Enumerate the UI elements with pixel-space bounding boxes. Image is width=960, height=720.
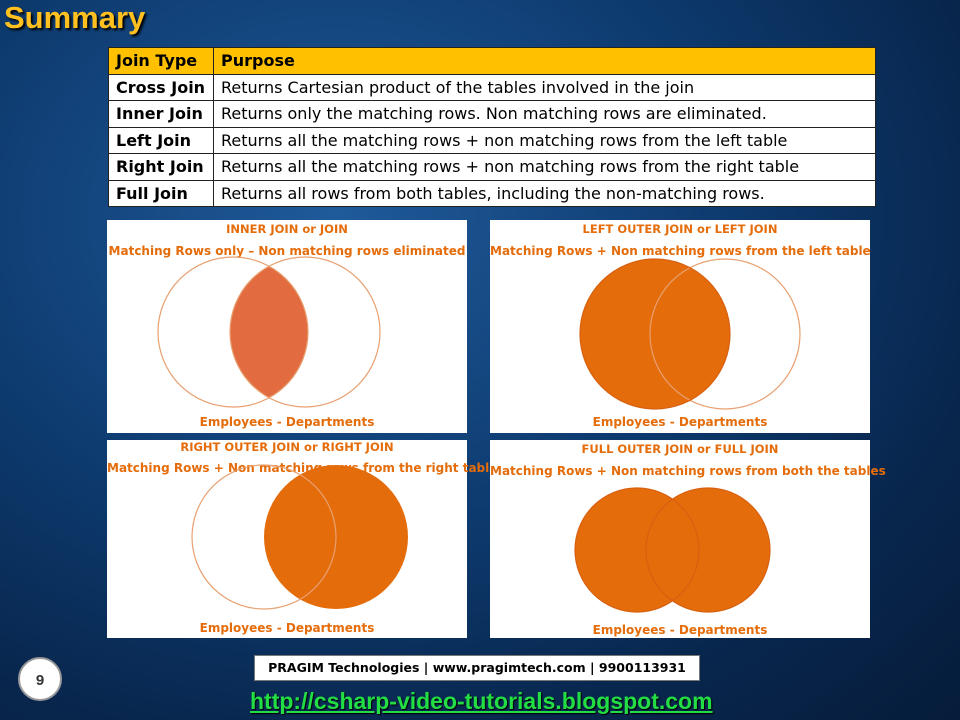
table-row: Right Join Returns all the matching rows… <box>108 153 876 181</box>
panel-footer: Employees - Departments <box>592 623 768 637</box>
panel-subtitle: Matching Rows + Non matching rows from b… <box>490 464 886 478</box>
purpose-cell: Returns all the matching rows + non matc… <box>213 126 876 154</box>
left-circle <box>157 256 309 408</box>
table-row: Cross Join Returns Cartesian product of … <box>108 73 876 101</box>
panel-subtitle: Matching Rows only – Non matching rows e… <box>108 244 466 258</box>
left-join-venn <box>579 258 801 410</box>
join-type-cell: Cross Join <box>108 73 214 101</box>
company-footer: PRAGIM Technologies | www.pragimtech.com… <box>254 655 700 681</box>
left-join-panel: LEFT OUTER JOIN or LEFT JOIN Matching Ro… <box>490 220 871 433</box>
panel-title: INNER JOIN or JOIN <box>226 222 348 236</box>
right-join-panel: RIGHT OUTER JOIN or RIGHT JOIN Matching … <box>107 440 498 638</box>
panel-title: FULL OUTER JOIN or FULL JOIN <box>581 442 779 456</box>
panel-footer: Employees - Departments <box>592 415 768 429</box>
purpose-cell: Returns all rows from both tables, inclu… <box>213 179 876 207</box>
right-join-venn <box>191 464 408 610</box>
purpose-cell: Returns all the matching rows + non matc… <box>213 153 876 181</box>
purpose-cell: Returns Cartesian product of the tables … <box>213 73 876 101</box>
page-number: 9 <box>18 657 62 701</box>
full-join-venn <box>574 487 771 613</box>
panel-title: RIGHT OUTER JOIN or RIGHT JOIN <box>180 440 394 454</box>
purpose-cell: Returns only the matching rows. Non matc… <box>213 100 876 128</box>
right-circle <box>229 256 381 408</box>
join-type-cell: Right Join <box>108 153 214 181</box>
panel-subtitle: Matching Rows + Non matching rows from t… <box>490 244 871 258</box>
table-header-row: Join Type Purpose <box>108 47 876 75</box>
right-circle-outline <box>645 487 771 613</box>
blog-url-link[interactable]: http://csharp-video-tutorials.blogspot.c… <box>250 688 713 714</box>
panel-title: LEFT OUTER JOIN or LEFT JOIN <box>582 222 778 236</box>
inner-join-venn <box>157 256 381 408</box>
header-purpose: Purpose <box>213 47 876 75</box>
right-circle <box>646 488 770 612</box>
panel-footer: Employees - Departments <box>199 415 375 429</box>
table-row: Full Join Returns all rows from both tab… <box>108 179 876 207</box>
intersection-area <box>230 257 308 407</box>
right-circle <box>649 258 801 410</box>
header-join-type: Join Type <box>108 47 214 75</box>
left-circle-outline <box>574 487 700 613</box>
left-circle <box>191 464 337 610</box>
table-row: Left Join Returns all the matching rows … <box>108 126 876 154</box>
join-type-cell: Full Join <box>108 179 214 207</box>
full-join-panel: FULL OUTER JOIN or FULL JOIN Matching Ro… <box>490 440 886 638</box>
left-circle <box>580 259 730 409</box>
inner-join-panel: INNER JOIN or JOIN Matching Rows only – … <box>107 220 467 433</box>
table-row: Inner Join Returns only the matching row… <box>108 100 876 128</box>
left-circle-outline <box>579 258 731 410</box>
join-type-cell: Left Join <box>108 126 214 154</box>
panel-subtitle: Matching Rows + Non matching rows from t… <box>107 461 498 475</box>
panel-footer: Employees - Departments <box>199 621 375 635</box>
join-type-cell: Inner Join <box>108 100 214 128</box>
join-types-table: Join Type Purpose Cross Join Returns Car… <box>108 47 876 207</box>
slide-title: Summary <box>4 0 146 35</box>
